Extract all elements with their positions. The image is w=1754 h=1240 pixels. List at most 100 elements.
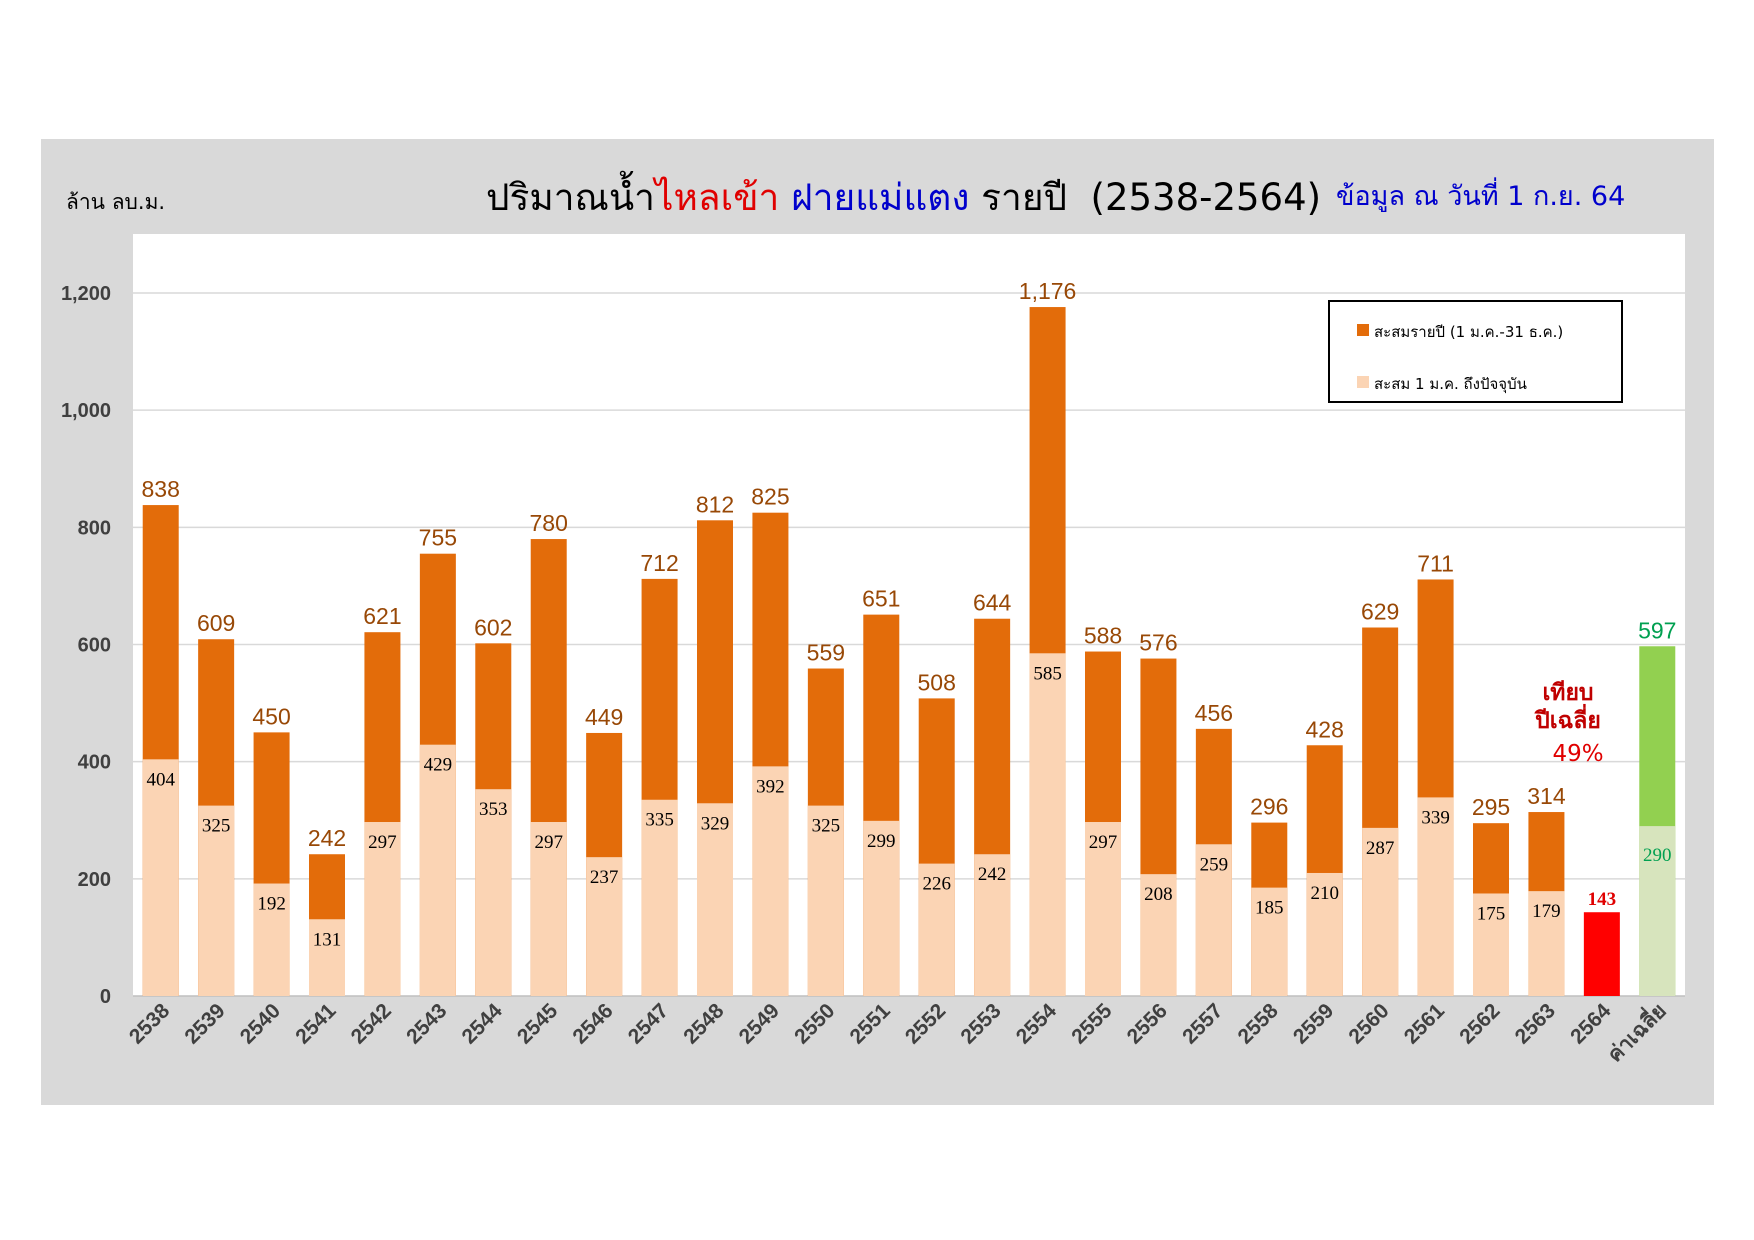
bar-to-date: [1140, 874, 1177, 996]
bar-to-date: [974, 854, 1011, 996]
legend-swatch-to-date: [1357, 376, 1369, 388]
x-tick-label: 2550: [790, 999, 839, 1048]
comparison-annotation-line2: ปีเฉลี่ย: [1535, 708, 1601, 734]
y-tick-label: 0: [100, 986, 111, 1008]
data-label-annual: 780: [530, 510, 568, 536]
x-tick-label: 2561: [1400, 999, 1450, 1049]
data-label-annual: 651: [862, 586, 900, 612]
data-label-to-date: 339: [1421, 807, 1450, 828]
data-label-annual: 602: [474, 614, 512, 640]
x-tick-label: 2563: [1511, 999, 1560, 1048]
data-label-annual: 621: [363, 603, 401, 629]
data-label-to-date: 208: [1144, 884, 1173, 905]
data-label-to-date: 353: [479, 799, 508, 820]
x-tick-label: 2554: [1012, 999, 1062, 1049]
title-part-years: (2538-2564): [1090, 176, 1322, 219]
y-tick-label: 1,200: [61, 283, 111, 305]
data-label-to-date: 392: [756, 776, 785, 797]
bar-to-date: [1417, 797, 1454, 996]
title-part-weir: ฝายแม่แตง: [791, 176, 970, 219]
data-label-to-date: 287: [1366, 838, 1395, 859]
data-label-to-date: 242: [978, 864, 1007, 885]
bar-to-date: [419, 744, 456, 996]
data-label-to-date: 210: [1310, 883, 1339, 904]
comparison-annotation-line1: เทียบ: [1542, 680, 1594, 706]
bar-to-date: [1085, 822, 1121, 996]
data-label-annual: 576: [1139, 630, 1177, 656]
x-tick-label: 2542: [347, 999, 396, 1048]
bar-to-date: [1029, 653, 1066, 996]
data-label-annual: 609: [197, 610, 235, 636]
x-tick-label: 2555: [1067, 999, 1117, 1049]
data-label-annual: 755: [419, 525, 457, 551]
bar-to-date: [1639, 826, 1676, 996]
data-label-annual: 812: [696, 491, 734, 517]
bar-to-date: [1473, 893, 1509, 996]
bar-to-date: [253, 883, 290, 996]
x-tick-label: 2545: [513, 999, 563, 1049]
data-label-to-date: 143: [1588, 889, 1617, 910]
bar-to-date: [807, 805, 844, 996]
data-label-to-date: 237: [590, 867, 619, 888]
data-label-annual: 456: [1195, 700, 1233, 726]
data-label-to-date: 404: [146, 769, 175, 790]
bar-to-date: [641, 799, 678, 996]
data-label-annual: 644: [973, 590, 1012, 616]
y-tick-label: 1,000: [61, 400, 111, 422]
bar-to-date: [697, 803, 733, 996]
x-tick-label: 2539: [180, 999, 229, 1048]
data-label-annual: 712: [640, 550, 678, 576]
x-tick-label: 2543: [402, 999, 451, 1048]
data-label-to-date: 226: [922, 874, 951, 895]
as-of-date: ข้อมูล ณ วันที่ 1 ก.ย. 64: [1336, 181, 1626, 212]
x-tick-label: 2546: [568, 999, 617, 1048]
x-tick-label: ค่าเฉลี่ย: [1600, 996, 1671, 1067]
data-label-to-date: 329: [701, 813, 730, 834]
x-tick-label: 2549: [735, 999, 784, 1048]
bar-to-date: [475, 789, 512, 996]
x-tick-label: 2558: [1234, 999, 1284, 1049]
data-label-to-date: 299: [867, 831, 896, 852]
y-tick-label: 200: [78, 869, 111, 891]
data-label-annual: 838: [142, 476, 180, 502]
legend-label-to-date: สะสม 1 ม.ค. ถึงปัจจุบัน: [1374, 375, 1527, 393]
bar-to-date: [918, 863, 955, 996]
y-tick-label: 800: [78, 517, 111, 539]
bar-to-date: [1251, 887, 1288, 996]
data-label-annual: 629: [1361, 599, 1399, 625]
x-tick-label: 2541: [291, 999, 341, 1049]
x-tick-label: 2552: [901, 999, 950, 1048]
comparison-percent: 49%: [1552, 741, 1604, 767]
bar-to-date: [586, 857, 623, 996]
bar-to-date: [1528, 891, 1565, 996]
data-label-annual: 450: [252, 703, 290, 729]
chart-title: ปริมาณน้ำไหลเข้า ฝายแม่แตง รายปี (2538-2…: [486, 168, 1321, 227]
data-label-to-date: 185: [1255, 898, 1284, 919]
data-label-to-date: 297: [1089, 832, 1118, 853]
title-part-quantity: ปริมาณน้ำ: [486, 176, 655, 219]
bar-to-date: [309, 919, 345, 996]
data-label-annual: 296: [1250, 794, 1288, 820]
x-tick-label: 2551: [846, 999, 896, 1049]
x-tick-label: 2560: [1344, 999, 1393, 1048]
data-label-to-date: 325: [202, 816, 231, 837]
data-label-to-date: 297: [534, 832, 563, 853]
bar-to-date: [1362, 827, 1399, 996]
data-label-annual: 711: [1417, 550, 1454, 576]
data-label-to-date: 259: [1200, 854, 1229, 875]
title-part-inflow: ไหลเข้า: [654, 176, 780, 219]
x-tick-label: 2564: [1566, 999, 1616, 1049]
data-label-annual: 508: [918, 669, 956, 695]
data-label-annual: 588: [1084, 623, 1122, 649]
data-label-annual: 242: [308, 825, 346, 851]
data-label-to-date: 429: [424, 755, 453, 776]
data-label-to-date: 335: [645, 810, 674, 831]
data-label-to-date: 192: [257, 894, 286, 915]
data-label-to-date: 131: [313, 929, 342, 950]
x-tick-label: 2562: [1455, 999, 1504, 1048]
legend-item-annual: สะสมรายปี (1 ม.ค.-31 ธ.ค.): [1357, 320, 1563, 344]
data-label-to-date: 175: [1477, 903, 1506, 924]
legend: สะสมรายปี (1 ม.ค.-31 ธ.ค.) สะสม 1 ม.ค. ถ…: [1328, 300, 1623, 403]
bar-to-date: [198, 805, 235, 996]
